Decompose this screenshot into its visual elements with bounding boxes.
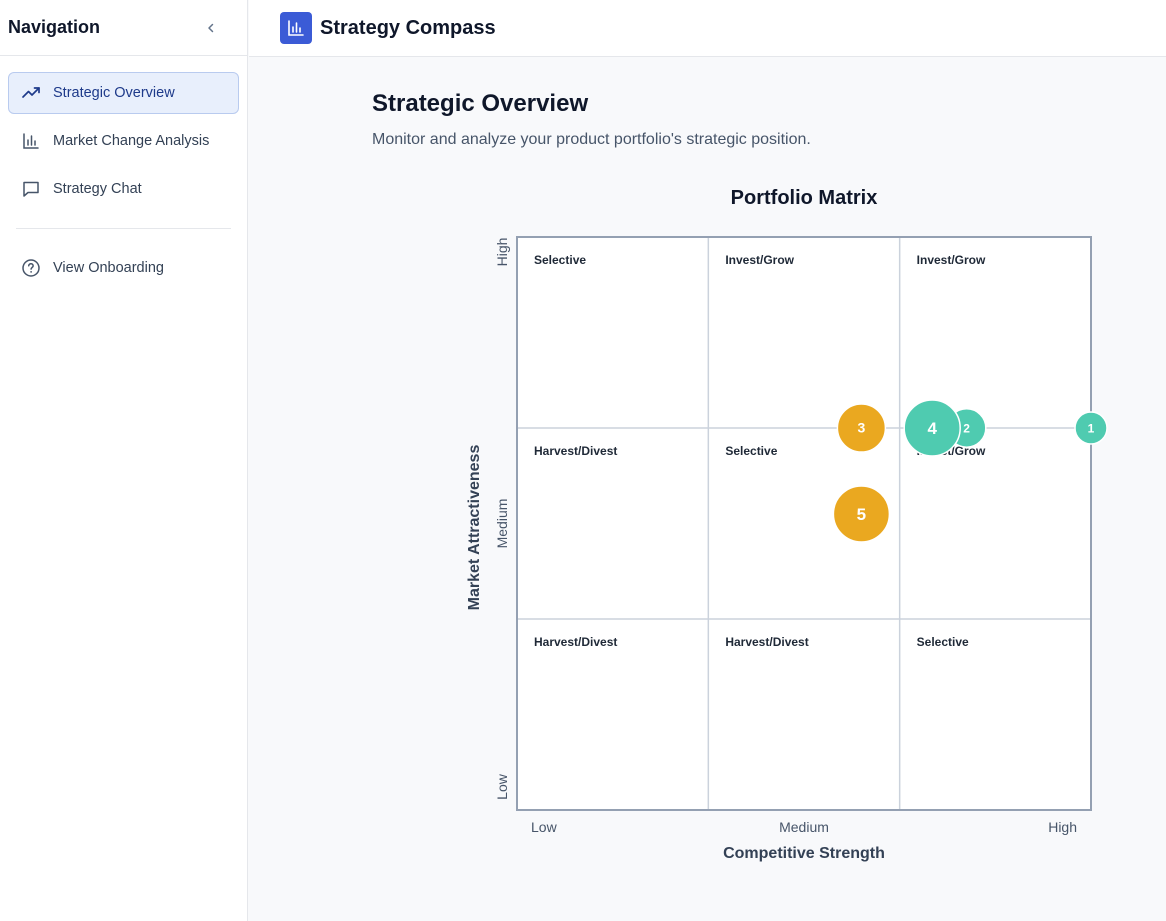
sidebar-item-market-change-analysis[interactable]: Market Change Analysis <box>8 120 239 162</box>
bar-chart-icon <box>21 131 41 151</box>
sidebar-item-strategy-chat[interactable]: Strategy Chat <box>8 168 239 210</box>
chat-icon <box>21 179 41 199</box>
bubble-marker[interactable] <box>1074 411 1108 445</box>
y-tick-label: High <box>494 238 510 267</box>
y-tick-label: Low <box>494 773 510 800</box>
product-bubble[interactable]: 3 <box>836 403 887 453</box>
zone-label: Harvest/Divest <box>725 635 808 649</box>
zone-label: Selective <box>725 444 777 458</box>
sidebar-item-view-onboarding[interactable]: View Onboarding <box>8 247 239 289</box>
x-tick-label: High <box>1048 819 1077 835</box>
sidebar-item-label: Market Change Analysis <box>53 133 210 149</box>
x-axis-label: Competitive Strength <box>723 845 885 862</box>
chart-title: Portfolio Matrix <box>730 187 878 209</box>
trending-up-icon <box>21 83 41 103</box>
sidebar-item-label: View Onboarding <box>53 260 164 276</box>
zone-label: Harvest/Divest <box>534 635 617 649</box>
bubble-label: 1 <box>1088 422 1095 436</box>
help-circle-icon <box>21 258 41 278</box>
sidebar-nav: Strategic Overview Market Change Analysi… <box>0 56 247 289</box>
bubble-marker[interactable] <box>832 485 891 543</box>
matrix-cell <box>899 428 1091 619</box>
app-title: Strategy Compass <box>320 16 496 39</box>
collapse-sidebar-button[interactable] <box>199 16 223 40</box>
sidebar-item-label: Strategic Overview <box>53 85 175 101</box>
portfolio-matrix-chart: Selective Invest/Grow Invest/Grow Harvest/D… <box>466 236 1108 862</box>
zone-label: Harvest/Divest <box>534 444 617 458</box>
sidebar-title: Navigation <box>8 17 101 37</box>
sidebar-divider <box>16 228 231 229</box>
app-logo <box>280 12 312 44</box>
x-tick-label: Low <box>531 819 558 835</box>
matrix-cell <box>517 428 709 619</box>
page-title: Strategic Overview <box>372 90 589 117</box>
bubble-label: 4 <box>927 419 937 438</box>
bubble-marker[interactable] <box>836 403 887 453</box>
y-tick-label: Medium <box>494 499 510 549</box>
top-bar: Strategy Compass <box>249 0 1166 57</box>
matrix-cell <box>708 619 900 810</box>
matrix-cell <box>899 237 1091 428</box>
zone-label: Selective <box>534 253 586 267</box>
y-axis-label: Market Attractiveness <box>466 445 483 611</box>
bubble-label: 5 <box>857 505 866 524</box>
x-tick-label: Medium <box>779 819 829 835</box>
matrix-cell <box>708 237 900 428</box>
product-bubble[interactable]: 1 <box>1074 411 1108 445</box>
product-bubble[interactable]: 4 <box>903 399 961 457</box>
zone-label: Selective <box>917 635 969 649</box>
main-content: Strategic Overview Monitor and analyze y… <box>249 57 1166 921</box>
sidebar-item-strategic-overview[interactable]: Strategic Overview <box>8 72 239 114</box>
matrix-cell <box>517 237 709 428</box>
page-subtitle: Monitor and analyze your product portfol… <box>372 131 811 148</box>
product-bubble[interactable]: 5 <box>832 485 891 543</box>
bubble-label: 2 <box>963 422 970 436</box>
zone-label: Invest/Grow <box>725 253 794 267</box>
matrix-border <box>516 236 1092 811</box>
matrix-cell <box>899 619 1091 810</box>
sidebar-item-label: Strategy Chat <box>53 181 142 197</box>
matrix-cell <box>517 619 709 810</box>
bubble-label: 3 <box>858 420 866 436</box>
zone-label: Invest/Grow <box>917 253 986 267</box>
sidebar-header: Navigation <box>0 0 247 56</box>
chevron-left-icon <box>208 23 214 32</box>
bar-chart-icon <box>288 20 304 36</box>
bubble-marker[interactable] <box>903 399 961 457</box>
sidebar: Navigation Strategic Overview Market Cha… <box>0 0 248 921</box>
